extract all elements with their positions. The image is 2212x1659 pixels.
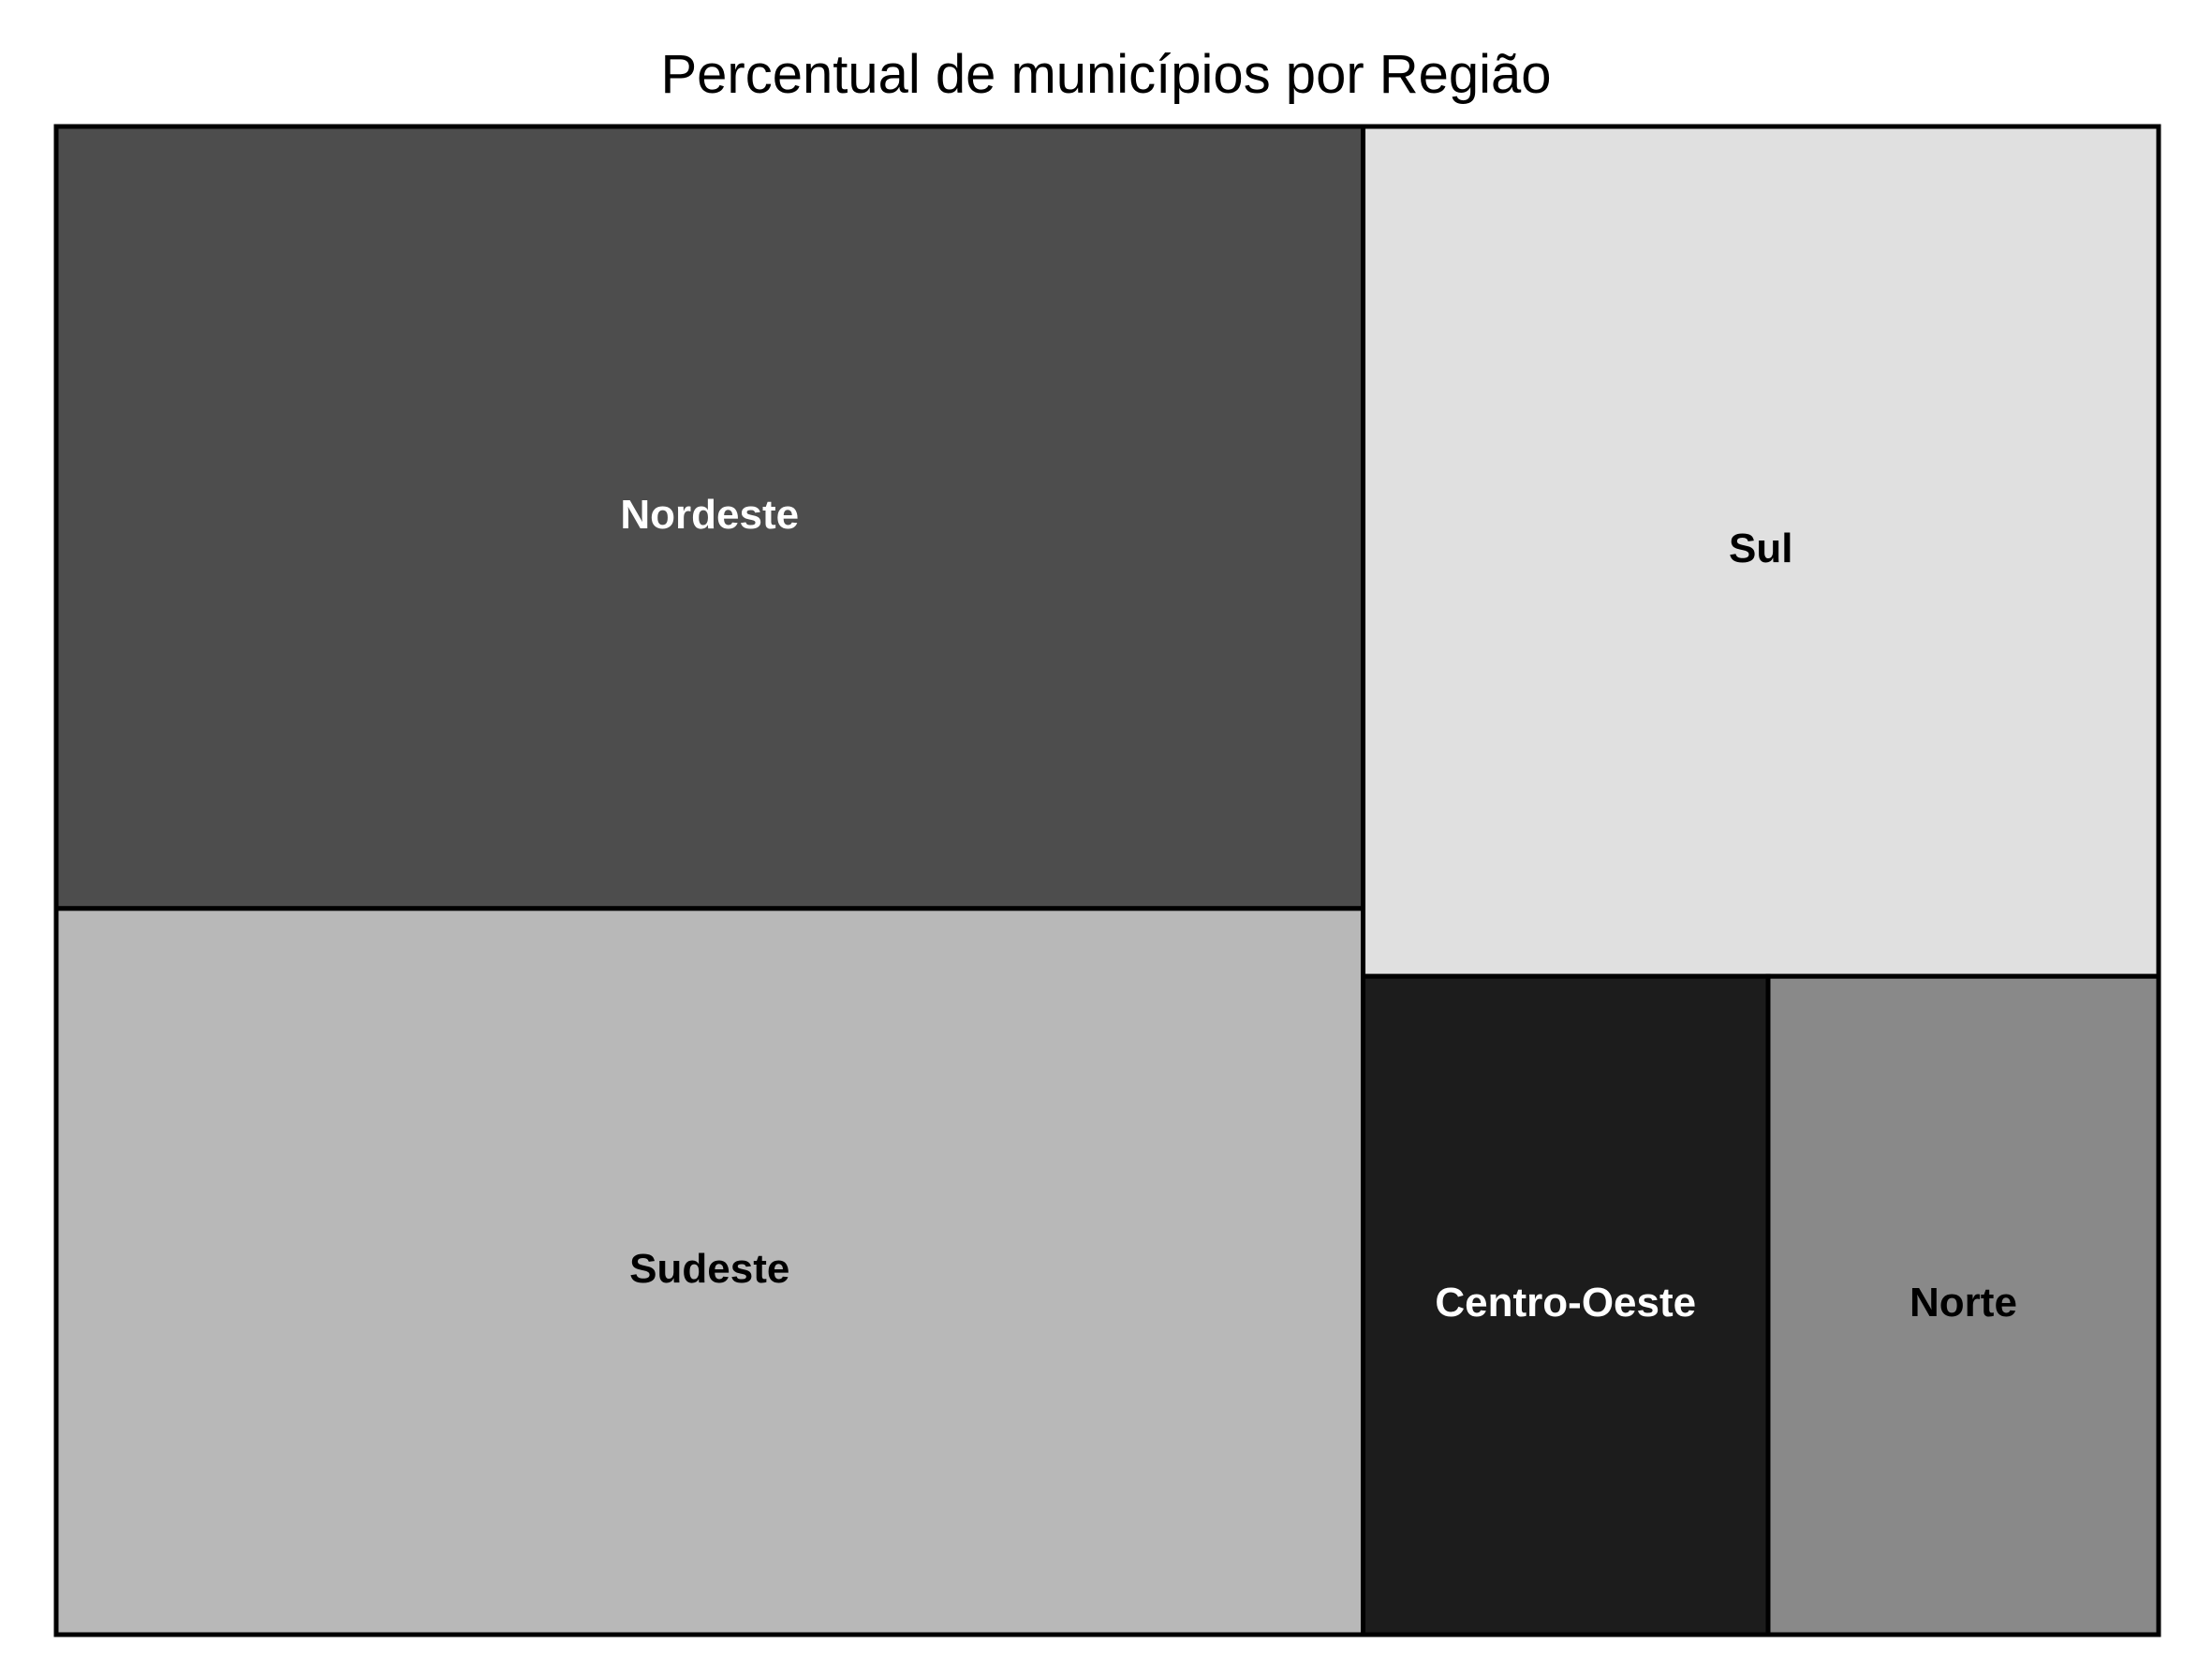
chart-title: Percentual de municípios por Região	[660, 44, 1552, 105]
tile-centro-oeste	[1361, 973, 1771, 1637]
treemap-frame	[53, 124, 2161, 1637]
tile-label-norte: Norte	[1910, 1280, 2017, 1326]
tile-label-sudeste: Sudeste	[629, 1246, 789, 1292]
tile-label-nordeste: Nordeste	[620, 492, 799, 538]
tile-nordeste	[53, 124, 1366, 911]
tile-sudeste	[53, 906, 1366, 1637]
tile-label-centro-oeste: Centro-Oeste	[1435, 1280, 1696, 1326]
tile-label-sul: Sul	[1729, 526, 1792, 571]
tile-sul	[1361, 124, 2161, 979]
treemap-tiles	[53, 124, 2161, 1637]
treemap-labels: Nordeste Sudeste Sul Centro-Oeste Norte	[620, 492, 2017, 1326]
